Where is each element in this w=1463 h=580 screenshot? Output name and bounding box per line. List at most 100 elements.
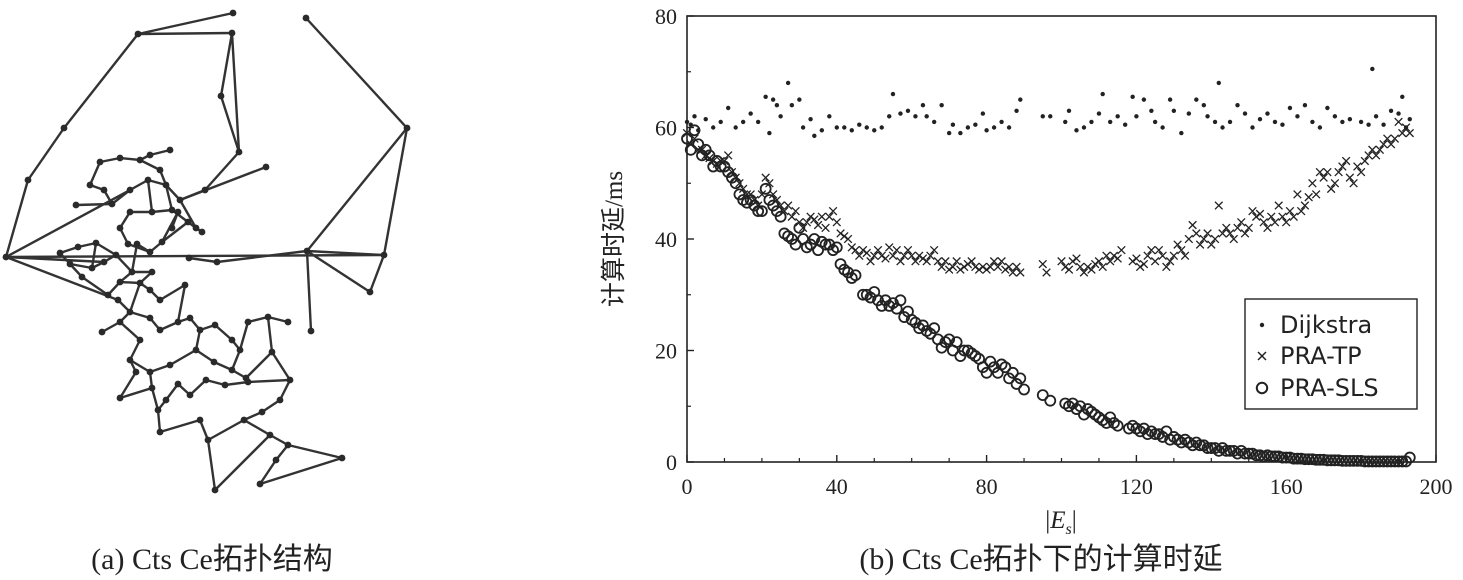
- point-pra-tp: [989, 257, 999, 266]
- point-pra-sls: [830, 241, 843, 254]
- caption-a: (a) Cts Ce拓扑结构: [91, 543, 333, 576]
- x-axis-label-sub: s: [1066, 521, 1072, 538]
- point-pra-tp: [851, 245, 860, 255]
- point-pra-sls: [1310, 453, 1323, 466]
- network-node: [201, 186, 209, 194]
- point-pra-tp: [1326, 184, 1336, 194]
- point-pra-tp: [1113, 254, 1122, 263]
- network-node: [229, 9, 237, 17]
- point-pra-tp: [986, 262, 995, 272]
- y-tick-label: 60: [655, 116, 677, 141]
- network-edge: [146, 179, 154, 213]
- point-dijkstra: [725, 105, 731, 111]
- network-node: [158, 238, 166, 246]
- network-node: [116, 278, 124, 286]
- point-dijkstra: [1216, 80, 1221, 86]
- point-pra-tp: [896, 257, 905, 266]
- network-edge: [270, 351, 292, 381]
- point-dijkstra: [774, 103, 780, 108]
- network-edge: [169, 348, 197, 367]
- point-dijkstra: [1205, 114, 1210, 119]
- network-edge: [214, 324, 233, 341]
- legend: Dijkstra PRA-TP PRA-SLS: [1244, 298, 1418, 410]
- point-pra-sls: [1381, 455, 1394, 468]
- point-dijkstra: [1018, 97, 1023, 102]
- point-pra-tp: [914, 251, 924, 260]
- point-pra-tp: [1394, 117, 1403, 127]
- network-node: [185, 254, 193, 262]
- point-pra-tp: [918, 254, 928, 263]
- network-edge: [150, 387, 160, 411]
- network-node: [264, 313, 272, 321]
- network-node: [144, 176, 152, 184]
- network-node: [126, 186, 134, 194]
- point-pra-tp: [1012, 262, 1021, 272]
- point-dijkstra: [812, 133, 817, 139]
- network-edge: [165, 184, 181, 201]
- point-pra-tp: [1248, 206, 1257, 216]
- network-node: [210, 358, 218, 366]
- network-edge: [243, 418, 271, 437]
- point-pra-sls: [1276, 451, 1289, 464]
- point-dijkstra: [864, 125, 869, 130]
- network-edge: [247, 315, 269, 324]
- point-dijkstra: [1220, 125, 1225, 130]
- point-pra-tp: [911, 257, 920, 266]
- point-pra-tp: [1353, 162, 1362, 171]
- point-pra-sls: [1336, 454, 1349, 467]
- network-node: [132, 368, 140, 376]
- point-pra-tp: [810, 215, 819, 224]
- point-dijkstra: [1134, 114, 1139, 119]
- network-node: [146, 368, 154, 376]
- point-dijkstra: [1040, 114, 1045, 119]
- network-node: [174, 208, 182, 216]
- network-node: [176, 196, 184, 204]
- network-node: [303, 247, 311, 255]
- point-pra-tp: [1075, 262, 1085, 272]
- point-dijkstra: [872, 128, 877, 133]
- point-pra-tp: [937, 262, 946, 272]
- point-pra-tp: [1162, 262, 1171, 272]
- point-dijkstra: [1063, 119, 1068, 125]
- network-node: [154, 406, 162, 414]
- network-node: [256, 480, 264, 488]
- point-dijkstra: [1400, 94, 1405, 100]
- point-pra-sls: [681, 132, 693, 145]
- point-pra-sls: [1403, 451, 1416, 464]
- network-node: [56, 249, 64, 257]
- point-pra-sls: [714, 160, 727, 173]
- point-pra-tp: [1072, 254, 1081, 263]
- network-node: [268, 348, 276, 356]
- network-node: [78, 273, 86, 281]
- point-pra-sls: [692, 138, 705, 151]
- point-pra-tp: [798, 223, 808, 233]
- point-pra-tp: [1341, 156, 1351, 166]
- point-pra-tp: [1315, 167, 1325, 177]
- network-node: [136, 279, 144, 287]
- network-node: [258, 408, 266, 416]
- point-pra-tp: [941, 257, 950, 266]
- point-pra-sls: [1314, 453, 1326, 466]
- point-pra-tp: [974, 265, 984, 274]
- network-node: [236, 346, 244, 354]
- point-pra-tp: [873, 245, 883, 255]
- point-dijkstra: [1141, 97, 1147, 102]
- network-node: [174, 380, 182, 388]
- point-pra-tp: [922, 257, 931, 266]
- network-node: [148, 268, 156, 276]
- point-dijkstra: [1257, 116, 1263, 122]
- legend-box: [1244, 298, 1418, 410]
- point-dijkstra: [1373, 114, 1379, 119]
- point-pra-tp: [1154, 245, 1164, 255]
- network-edge: [4, 179, 30, 258]
- point-pra-tp: [1338, 162, 1347, 171]
- network-node: [202, 376, 210, 384]
- point-pra-tp: [869, 251, 879, 260]
- point-dijkstra: [1194, 97, 1199, 102]
- network-node: [88, 264, 96, 272]
- point-pra-tp: [1105, 257, 1115, 266]
- point-pra-tp: [847, 243, 857, 252]
- point-pra-tp: [813, 220, 823, 230]
- point-pra-tp: [1278, 212, 1287, 221]
- network-edge: [306, 249, 385, 257]
